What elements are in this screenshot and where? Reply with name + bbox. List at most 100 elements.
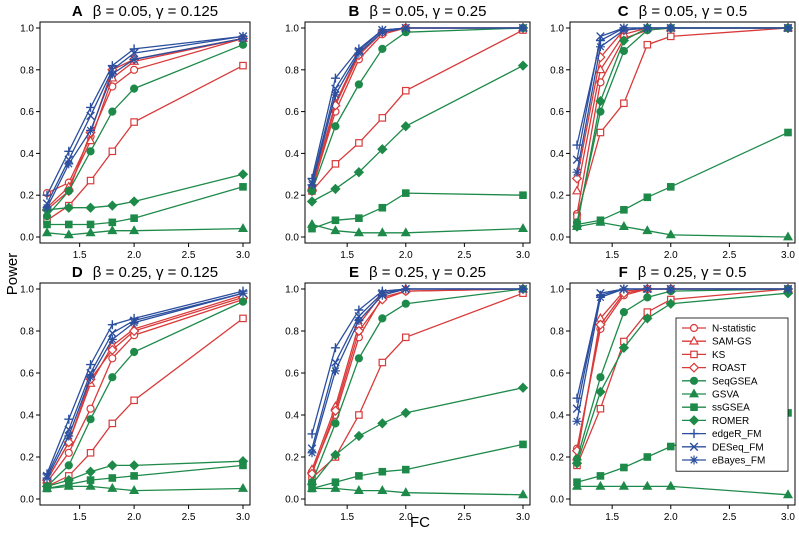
legend-item-ebayes-fm: eBayes_FM [682,455,765,467]
data-point [782,231,794,241]
x-tick-label: 3.0 [516,512,530,523]
data-point [377,418,388,429]
data-point [330,482,341,492]
data-point [237,456,249,467]
series-ssgsea [573,128,792,229]
data-point [86,102,96,112]
x-tick-label: 1.5 [73,512,87,523]
data-point [86,372,96,382]
data-point [308,224,316,233]
data-point [517,223,529,233]
data-point [331,160,340,168]
y-tick-label: 1.0 [20,285,34,296]
series-line [576,292,789,464]
data-point [642,313,653,324]
x-tick-label: 2.5 [182,512,196,523]
data-point [377,227,388,237]
series-gsva [571,480,794,499]
x-axis-label: FC [410,514,430,531]
data-point [108,474,117,482]
series-ebayes-fm [307,284,528,458]
panel-letter: F [619,264,628,281]
series-line [311,288,523,435]
data-point [401,86,410,95]
data-point [107,61,117,71]
data-point [519,191,527,200]
data-point [85,202,96,213]
legend-label: eBayes_FM [712,456,765,467]
y-tick-label: 0.6 [550,369,564,380]
y-tick-label: 0.6 [550,107,564,118]
legend-item-ks: KS [682,350,726,361]
data-point [306,196,318,207]
series-line [576,27,788,146]
data-point [355,214,363,222]
y-tick-label: 0.8 [20,65,34,76]
data-point [378,358,387,367]
series-ebayes-fm [307,23,528,190]
series-line [311,29,524,192]
x-tick-label: 1.5 [605,512,619,523]
series-gsva [306,482,529,499]
series-seqgsea [42,40,248,221]
data-point [85,227,96,237]
data-point [353,227,364,237]
x-tick-label: 1.5 [340,512,354,523]
data-point [86,360,96,370]
series-n-statistic [572,23,793,219]
data-point [129,225,140,235]
data-point [378,44,387,54]
series-romer [306,382,529,490]
series-ebayes-fm [572,23,793,177]
data-point [237,223,249,233]
data-point [596,373,605,382]
data-point [108,373,117,382]
data-point [518,284,528,294]
data-point [596,472,605,480]
data-point [41,227,53,237]
data-point [596,404,605,413]
data-point [643,453,652,461]
data-point [107,344,118,356]
data-point [666,183,675,191]
y-tick-label: 0.4 [550,411,564,422]
series-line [46,292,244,477]
data-point [620,463,628,472]
x-tick-label: 2.0 [399,250,413,261]
data-point [353,430,365,442]
series-ks [43,314,247,491]
data-point [307,429,317,439]
legend-marker [688,362,700,373]
series-line [311,288,524,483]
data-point [665,298,676,309]
x-tick-label: 3.0 [781,250,795,261]
data-point [130,65,139,74]
data-point [64,146,74,156]
series-romer [41,456,249,492]
data-point [642,284,652,294]
data-point [596,32,605,41]
series-ssgsea [43,183,247,229]
plot-frame [304,282,531,506]
series-line [576,27,788,179]
data-point [107,334,117,344]
series-roast [306,283,529,479]
y-tick-label: 0.6 [20,369,34,380]
series-line [311,387,524,485]
y-tick-label: 0.8 [550,65,564,76]
series-line [46,298,244,483]
series-ssgsea [308,440,527,493]
data-point [643,40,652,49]
series-line [576,27,788,192]
data-point [330,183,341,195]
data-point [620,99,628,108]
data-point [64,431,74,441]
data-point [129,54,139,64]
data-point [237,482,249,492]
data-point [330,90,340,100]
